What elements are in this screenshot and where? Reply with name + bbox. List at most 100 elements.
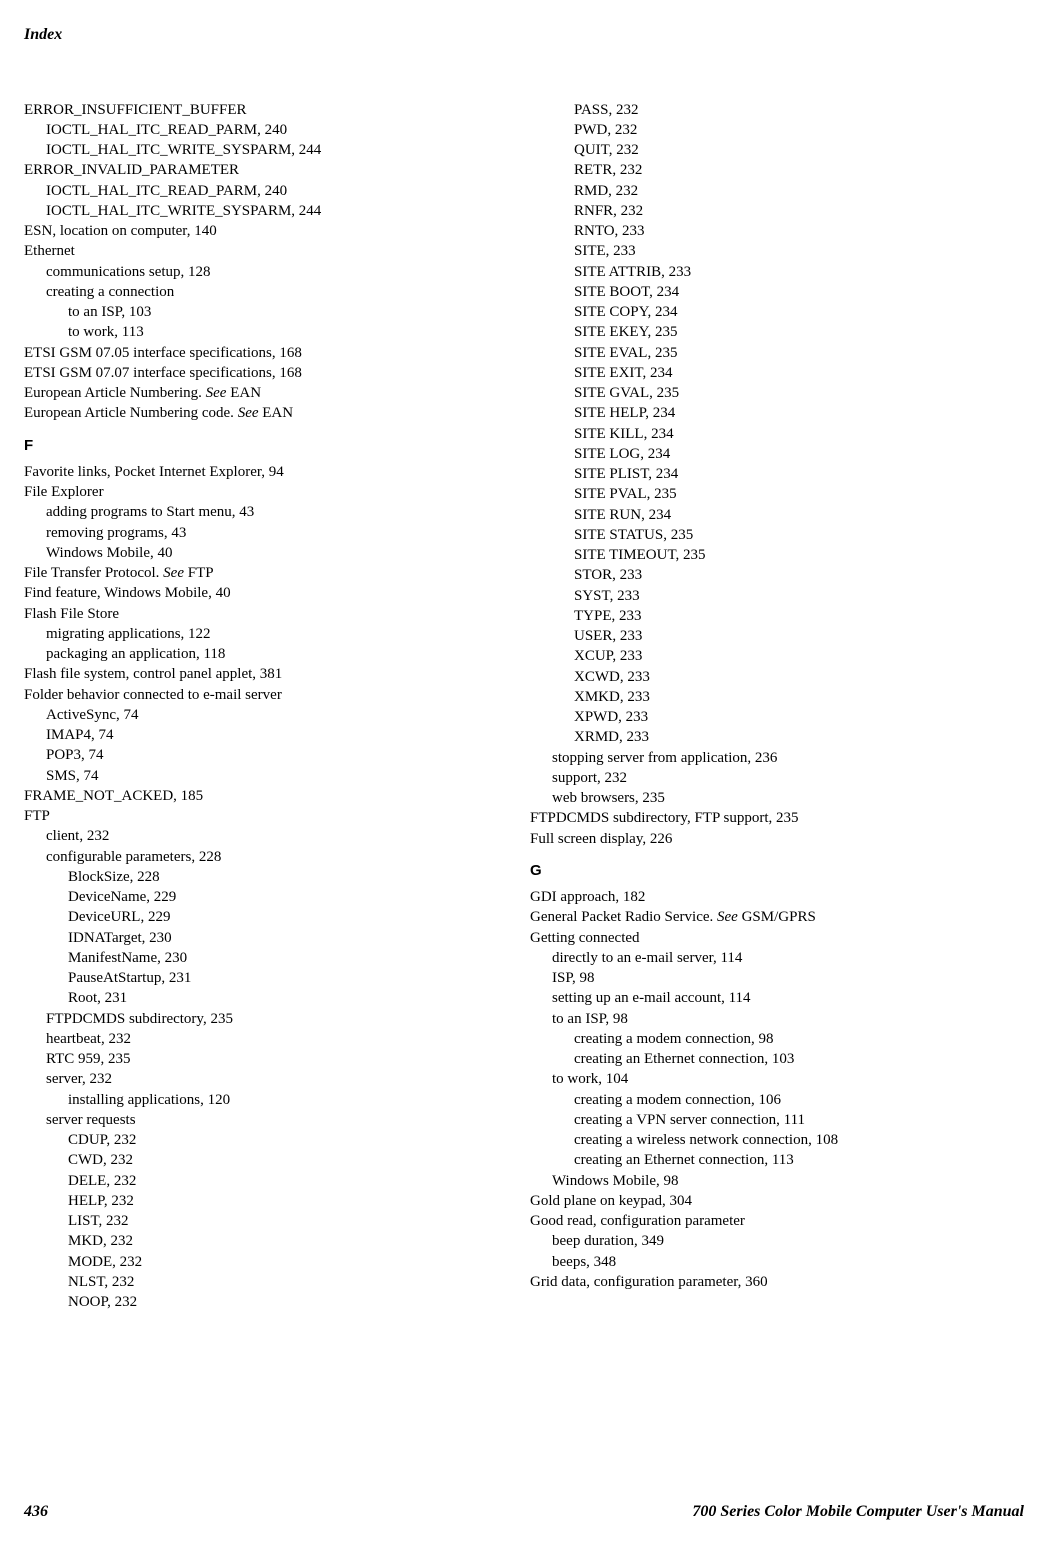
index-entry: SITE ATTRIB, 233 [530,262,1016,282]
index-entry: SITE HELP, 234 [530,403,1016,423]
index-entry: creating a modem connection, 106 [530,1090,1016,1110]
index-entry: ERROR_INSUFFICIENT_BUFFER [24,100,510,120]
index-entry: creating a VPN server connection, 111 [530,1110,1016,1130]
page-header: Index [24,24,1016,46]
index-entry: SITE GVAL, 235 [530,383,1016,403]
index-entry: Gold plane on keypad, 304 [530,1191,1016,1211]
index-entry: creating an Ethernet connection, 103 [530,1049,1016,1069]
index-entry: DeviceName, 229 [24,887,510,907]
index-entry: Getting connected [530,928,1016,948]
index-entry: server requests [24,1110,510,1130]
index-entry: adding programs to Start menu, 43 [24,502,510,522]
index-entry: File Explorer [24,482,510,502]
index-entry: IOCTL_HAL_ITC_READ_PARM, 240 [24,120,510,140]
index-entry: CWD, 232 [24,1150,510,1170]
index-entry: SITE TIMEOUT, 235 [530,545,1016,565]
index-entry: server, 232 [24,1069,510,1089]
index-entry: RMD, 232 [530,181,1016,201]
index-entry: RNTO, 233 [530,221,1016,241]
index-entry: beeps, 348 [530,1252,1016,1272]
index-entry: XCWD, 233 [530,667,1016,687]
index-entry: SITE EXIT, 234 [530,363,1016,383]
index-entry: IOCTL_HAL_ITC_WRITE_SYSPARM, 244 [24,201,510,221]
index-entry: SITE PVAL, 235 [530,484,1016,504]
index-entry: support, 232 [530,768,1016,788]
index-entry: LIST, 232 [24,1211,510,1231]
index-entry: creating a wireless network connection, … [530,1130,1016,1150]
index-entry: IOCTL_HAL_ITC_READ_PARM, 240 [24,181,510,201]
index-entry: IDNATarget, 230 [24,928,510,948]
index-entry: BlockSize, 228 [24,867,510,887]
index-entry: SITE PLIST, 234 [530,464,1016,484]
index-entry: File Transfer Protocol. See FTP [24,563,510,583]
index-entry: SITE COPY, 234 [530,302,1016,322]
index-entry: XPWD, 233 [530,707,1016,727]
index-entry: SITE RUN, 234 [530,505,1016,525]
index-entry: to an ISP, 103 [24,302,510,322]
column-right: PASS, 232PWD, 232QUIT, 232RETR, 232RMD, … [530,100,1016,1313]
index-entry: XRMD, 233 [530,727,1016,747]
index-entry: packaging an application, 118 [24,644,510,664]
index-entry: TYPE, 233 [530,606,1016,626]
index-entry: Flash file system, control panel applet,… [24,664,510,684]
index-entry: Windows Mobile, 40 [24,543,510,563]
index-entry: IMAP4, 74 [24,725,510,745]
index-entry: USER, 233 [530,626,1016,646]
index-entry: Find feature, Windows Mobile, 40 [24,583,510,603]
index-entry: SITE STATUS, 235 [530,525,1016,545]
index-entry: QUIT, 232 [530,140,1016,160]
index-entry: to an ISP, 98 [530,1009,1016,1029]
index-entry: RNFR, 232 [530,201,1016,221]
index-entry: ActiveSync, 74 [24,705,510,725]
index-entry: European Article Numbering code. See EAN [24,403,510,423]
index-entry: removing programs, 43 [24,523,510,543]
index-entry: PWD, 232 [530,120,1016,140]
index-entry: SITE KILL, 234 [530,424,1016,444]
index-entry: communications setup, 128 [24,262,510,282]
index-entry: beep duration, 349 [530,1231,1016,1251]
index-entry: XCUP, 233 [530,646,1016,666]
index-letter: G [530,861,1016,881]
manual-title: 700 Series Color Mobile Computer User's … [692,1501,1024,1523]
index-entry: Favorite links, Pocket Internet Explorer… [24,462,510,482]
index-entry: General Packet Radio Service. See GSM/GP… [530,907,1016,927]
index-entry: SYST, 233 [530,586,1016,606]
index-entry: HELP, 232 [24,1191,510,1211]
index-entry: IOCTL_HAL_ITC_WRITE_SYSPARM, 244 [24,140,510,160]
index-entry: FTPDCMDS subdirectory, FTP support, 235 [530,808,1016,828]
index-entry: ISP, 98 [530,968,1016,988]
index-entry: SITE, 233 [530,241,1016,261]
index-entry: Flash File Store [24,604,510,624]
index-entry: XMKD, 233 [530,687,1016,707]
index-entry: NOOP, 232 [24,1292,510,1312]
index-entry: DeviceURL, 229 [24,907,510,927]
index-entry: FRAME_NOT_ACKED, 185 [24,786,510,806]
index-entry: Folder behavior connected to e-mail serv… [24,685,510,705]
index-entry: SITE EVAL, 235 [530,343,1016,363]
page-number: 436 [24,1501,48,1523]
index-entry: installing applications, 120 [24,1090,510,1110]
index-entry: ManifestName, 230 [24,948,510,968]
index-entry: client, 232 [24,826,510,846]
index-entry: CDUP, 232 [24,1130,510,1150]
index-entry: MKD, 232 [24,1231,510,1251]
index-entry: MODE, 232 [24,1252,510,1272]
index-entry: stopping server from application, 236 [530,748,1016,768]
index-letter: F [24,436,510,456]
index-entry: SMS, 74 [24,766,510,786]
index-entry: NLST, 232 [24,1272,510,1292]
column-left: ERROR_INSUFFICIENT_BUFFERIOCTL_HAL_ITC_R… [24,100,510,1313]
index-entry: European Article Numbering. See EAN [24,383,510,403]
index-entry: SITE EKEY, 235 [530,322,1016,342]
index-entry: configurable parameters, 228 [24,847,510,867]
index-entry: setting up an e-mail account, 114 [530,988,1016,1008]
page-footer: 436 700 Series Color Mobile Computer Use… [0,1501,1048,1523]
index-entry: to work, 104 [530,1069,1016,1089]
index-entry: creating a connection [24,282,510,302]
index-entry: Good read, configuration parameter [530,1211,1016,1231]
index-columns: ERROR_INSUFFICIENT_BUFFERIOCTL_HAL_ITC_R… [24,100,1016,1313]
index-entry: ESN, location on computer, 140 [24,221,510,241]
index-entry: Full screen display, 226 [530,829,1016,849]
index-entry: PauseAtStartup, 231 [24,968,510,988]
index-entry: GDI approach, 182 [530,887,1016,907]
